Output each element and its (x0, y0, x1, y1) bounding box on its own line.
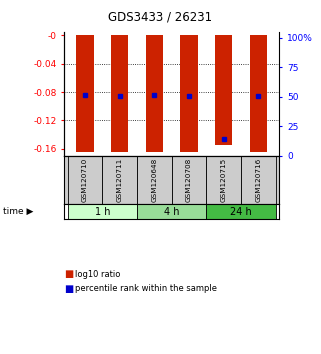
Text: 4 h: 4 h (164, 207, 179, 217)
Text: 24 h: 24 h (230, 207, 252, 217)
Text: GSM120708: GSM120708 (186, 158, 192, 202)
Text: ■: ■ (64, 269, 74, 279)
Text: time ▶: time ▶ (3, 207, 34, 216)
Bar (137, 156, 172, 204)
Text: GSM120710: GSM120710 (82, 158, 88, 202)
Bar (111, 35, 128, 152)
Bar (250, 35, 267, 152)
Text: GSM120715: GSM120715 (221, 158, 227, 202)
Bar (68, 156, 102, 204)
Bar (180, 35, 198, 152)
Text: GDS3433 / 26231: GDS3433 / 26231 (108, 10, 213, 23)
Text: 1 h: 1 h (95, 207, 110, 217)
Bar (76, 35, 94, 152)
Bar (215, 35, 232, 145)
Bar (206, 204, 276, 219)
Bar (146, 35, 163, 152)
Text: ■: ■ (64, 284, 74, 293)
Bar (172, 156, 206, 204)
Text: percentile rank within the sample: percentile rank within the sample (75, 284, 217, 293)
Bar (102, 156, 137, 204)
Text: GSM120716: GSM120716 (256, 158, 262, 202)
Text: GSM120711: GSM120711 (117, 158, 123, 202)
Bar (241, 156, 276, 204)
Bar (68, 204, 137, 219)
Bar (137, 204, 206, 219)
Text: GSM120648: GSM120648 (152, 158, 157, 202)
Bar (206, 156, 241, 204)
Text: log10 ratio: log10 ratio (75, 270, 121, 279)
